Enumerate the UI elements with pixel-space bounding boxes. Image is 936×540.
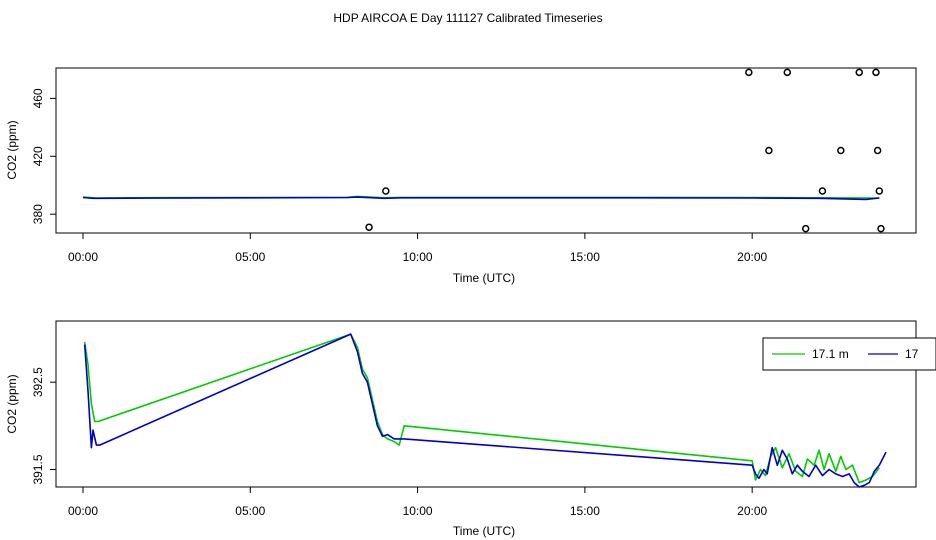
series-line-blue — [82, 196, 880, 201]
scatter-point — [875, 187, 884, 195]
x-axis-label-top: Time (UTC) — [453, 271, 515, 285]
scatter-point — [873, 146, 882, 155]
scatter-point — [382, 187, 390, 195]
y-tick-label: 420 — [31, 146, 45, 166]
legend-entry-2: 17 — [905, 347, 919, 361]
panel-bottom: Time (UTC) CO2 (ppm) 00:00 05:00 10:00 15:0… — [5, 320, 936, 538]
plot-frame-bottom — [55, 320, 917, 488]
plot-frame-top — [55, 67, 917, 234]
y-axis-label-bottom: CO2 (ppm) — [5, 374, 19, 433]
y-tick-label: 392.5 — [31, 367, 45, 397]
y-ticks-top: 380 420 460 — [31, 88, 56, 224]
legend-entry-1: 17.1 m — [812, 347, 849, 361]
x-tick-label: 20:00 — [737, 504, 767, 518]
y-tick-label: 391.5 — [31, 454, 45, 484]
x-ticks-bottom: 00:00 05:00 10:00 15:00 20:00 — [68, 487, 768, 518]
scatter-point — [837, 146, 845, 155]
series-line-blue — [83, 333, 887, 488]
x-axis-label-bottom: Time (UTC) — [453, 524, 515, 538]
legend-box — [762, 337, 936, 371]
legend: 17.1 m 17 — [762, 337, 936, 371]
x-tick-label: 00:00 — [68, 250, 98, 264]
scatter-point — [365, 223, 373, 231]
x-tick-label: 15:00 — [570, 504, 600, 518]
scatter-point — [872, 68, 880, 77]
x-tick-label: 10:00 — [403, 250, 433, 264]
panel-top: Time (UTC) CO2 (ppm) 00:00 05:00 10:00 15:0… — [5, 67, 917, 285]
scatter-point — [783, 68, 792, 77]
series-layer-bottom — [83, 333, 887, 488]
scatter-point — [855, 68, 863, 77]
scatter-point — [745, 68, 753, 77]
x-tick-label: 00:00 — [68, 504, 98, 518]
y-tick-label: 460 — [31, 88, 45, 108]
figure-title: HDP AIRCOA E Day 111127 Calibrated Times… — [333, 11, 602, 25]
x-ticks-top: 00:00 05:00 10:00 15:00 20:00 — [68, 233, 768, 264]
x-tick-label: 20:00 — [737, 250, 767, 264]
x-tick-label: 10:00 — [403, 504, 433, 518]
x-tick-label: 15:00 — [570, 250, 600, 264]
scatter-point — [801, 224, 810, 233]
series-layer-top — [82, 195, 880, 201]
x-tick-label: 05:00 — [235, 250, 265, 264]
series-line-green — [83, 333, 880, 484]
x-tick-label: 05:00 — [235, 504, 265, 518]
scatter-point — [818, 187, 827, 195]
y-ticks-bottom: 391.5 392.5 — [31, 367, 56, 485]
y-axis-label-top: CO2 (ppm) — [5, 120, 19, 179]
scatter-layer-top — [365, 68, 885, 233]
scatter-point — [877, 224, 885, 233]
y-tick-label: 380 — [31, 204, 45, 224]
scatter-point — [765, 146, 773, 155]
